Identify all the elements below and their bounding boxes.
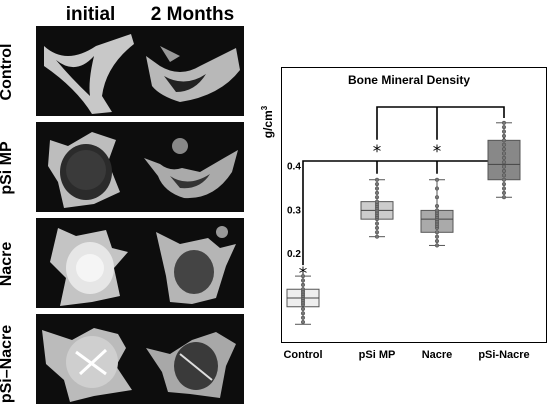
data-point: [434, 234, 440, 239]
y-axis-label: g/cm3: [260, 105, 275, 138]
data-point: [501, 186, 507, 191]
data-point: [501, 195, 507, 200]
data-point: [501, 160, 507, 165]
data-point: [374, 186, 380, 191]
data-point: [501, 190, 507, 195]
data-point: [374, 221, 380, 226]
data-point: [501, 120, 507, 125]
scan-psi-mp-initial: [36, 122, 140, 212]
data-point: [434, 177, 440, 182]
data-point: [501, 168, 507, 174]
x-category-label: Nacre: [422, 349, 453, 361]
data-point: [434, 186, 440, 191]
data-point: [501, 129, 507, 134]
data-point: [300, 274, 306, 279]
significance-star: *: [433, 142, 442, 162]
scan-nacre-2-months: [140, 218, 244, 308]
data-point: [300, 282, 306, 287]
data-point: [501, 173, 507, 178]
column-header-2-months: 2 Months: [150, 4, 235, 25]
data-point: [501, 164, 507, 169]
data-point: [300, 315, 306, 320]
data-point: [300, 320, 306, 325]
data-point: [374, 177, 380, 182]
scan-nacre-initial: [36, 218, 140, 308]
data-point: [300, 287, 306, 292]
data-point: [374, 234, 380, 239]
data-point: [300, 311, 306, 316]
data-point: [434, 208, 440, 213]
data-point: [374, 190, 380, 195]
x-category-label: pSi MP: [359, 349, 396, 361]
x-category-label: Control: [283, 349, 322, 361]
data-point: [374, 199, 380, 204]
data-point: [434, 230, 440, 235]
significance-bracket-control: [302, 136, 505, 266]
chart-frame: [281, 67, 547, 343]
scan-control-2-months: [140, 26, 244, 116]
scan-psi-nacre-2-months: [140, 314, 244, 404]
chart-title: Bone Mineral Density: [348, 73, 470, 87]
y-tick-label: 0.3: [287, 205, 301, 216]
data-point: [300, 306, 306, 312]
data-point: [434, 243, 440, 248]
data-point: [434, 203, 440, 209]
y-tick-label: 0.2: [287, 249, 301, 260]
data-point: [374, 225, 380, 230]
data-point: [501, 138, 507, 143]
data-point: [374, 230, 380, 235]
significance-star: *: [373, 142, 382, 162]
data-point: [300, 278, 306, 283]
data-point: [501, 147, 507, 152]
data-point: [501, 155, 507, 160]
data-point: [501, 125, 507, 130]
significance-bracket-psi-nacre: [376, 106, 505, 140]
data-point: [434, 195, 440, 200]
x-category-label: pSi-Nacre: [478, 349, 529, 361]
data-point: [501, 151, 507, 156]
data-point: [374, 195, 380, 200]
data-point: [501, 133, 507, 138]
data-point: [374, 182, 380, 187]
scan-psi-nacre-initial: [36, 314, 140, 404]
data-point: [501, 182, 507, 187]
data-point: [501, 177, 507, 182]
scan-psi-mp-2-months: [140, 122, 244, 212]
data-point: [501, 142, 507, 147]
data-point: [434, 239, 440, 244]
y-tick-label: 0.4: [287, 162, 301, 173]
scan-control-initial: [36, 26, 140, 116]
column-header-initial: initial: [65, 4, 116, 25]
